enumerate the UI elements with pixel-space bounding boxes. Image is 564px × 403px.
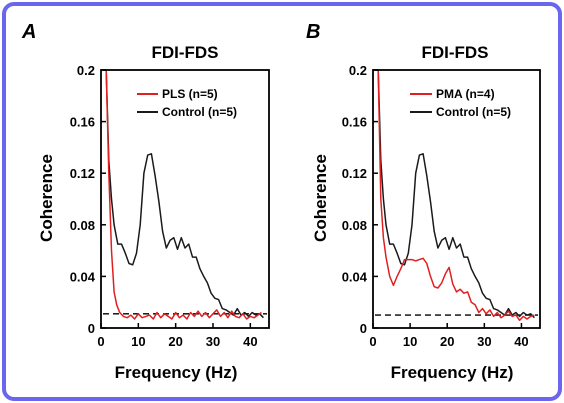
panel-a-series-line-1 — [103, 69, 262, 320]
panel-a-x-tick-label: 20 — [168, 334, 182, 349]
panel-b-y-tick-label: 0 — [360, 321, 367, 336]
panel-a-x-tick-label: 40 — [243, 334, 257, 349]
panel-a-x-axis-label: Frequency (Hz) — [115, 363, 238, 382]
panel-b-axes-box — [372, 69, 541, 329]
panel-a-x-tick-label: 0 — [97, 334, 104, 349]
panel-a-y-axis-label: Coherence — [37, 154, 56, 242]
panel-a-y-tick-label: 0.08 — [70, 218, 95, 233]
panel-b-y-tick-label: 0.04 — [342, 269, 368, 284]
panel-b-y-tick-label: 0.08 — [342, 218, 367, 233]
panel-a-legend-label-2: Control (n=5) — [162, 105, 237, 119]
panel-b-letter: B — [306, 21, 320, 43]
panel-a-x-tick-label: 10 — [131, 334, 145, 349]
panel-b-y-tick-label: 0.12 — [342, 166, 367, 181]
panel-b-legend-label-1: PMA (n=4) — [436, 87, 495, 101]
panel-b-series-line-2 — [375, 69, 535, 319]
panel-b-series-line-1 — [375, 69, 535, 322]
panel-b-title: FDI-FDS — [421, 43, 488, 62]
panel-b-y-axis-label: Coherence — [311, 154, 330, 242]
panel-a-plot: 0 0.04 0.08 0.12 0.16 0.2 0 10 20 30 40 — [70, 63, 270, 349]
panel-a: A FDI-FDS Coherence Frequency (Hz) 0 0.04… — [21, 21, 270, 382]
panel-a-title: FDI-FDS — [151, 43, 218, 62]
panel-b-x-axis-label: Frequency (Hz) — [391, 363, 514, 382]
panel-b-y-tick-label: 0.16 — [342, 115, 367, 130]
panel-a-legend-label-1: PLS (n=5) — [162, 87, 218, 101]
panel-b-y-tick-label: 0.2 — [349, 63, 367, 78]
panel-a-legend: PLS (n=5) Control (n=5) — [137, 87, 237, 119]
panel-a-x-tick-label: 30 — [206, 334, 220, 349]
panel-b-plot: 0 0.04 0.08 0.12 0.16 0.2 0 10 20 30 40 — [342, 63, 541, 349]
panel-b-x-tick-label: 30 — [477, 334, 491, 349]
panel-a-letter: A — [21, 21, 36, 43]
panel-a-y-tick-label: 0.12 — [70, 166, 95, 181]
panel-b-legend: PMA (n=4) Control (n=5) — [410, 87, 511, 119]
panel-a-axes-box — [100, 69, 270, 329]
panel-b-legend-label-2: Control (n=5) — [436, 105, 511, 119]
panel-b-x-tick-label: 0 — [369, 334, 376, 349]
panel-b-x-tick-label: 40 — [514, 334, 528, 349]
panel-a-y-tick-label: 0.04 — [70, 269, 96, 284]
panel-b: B FDI-FDS Coherence Frequency (Hz) 0 0.04… — [306, 21, 541, 382]
panel-a-y-tick-label: 0.2 — [77, 63, 95, 78]
panel-b-x-tick-label: 20 — [440, 334, 454, 349]
panel-a-y-tick-label: 0.16 — [70, 115, 95, 130]
panel-a-series-line-2 — [103, 69, 264, 319]
panel-b-x-tick-label: 10 — [403, 334, 417, 349]
panel-a-y-tick-label: 0 — [88, 321, 95, 336]
